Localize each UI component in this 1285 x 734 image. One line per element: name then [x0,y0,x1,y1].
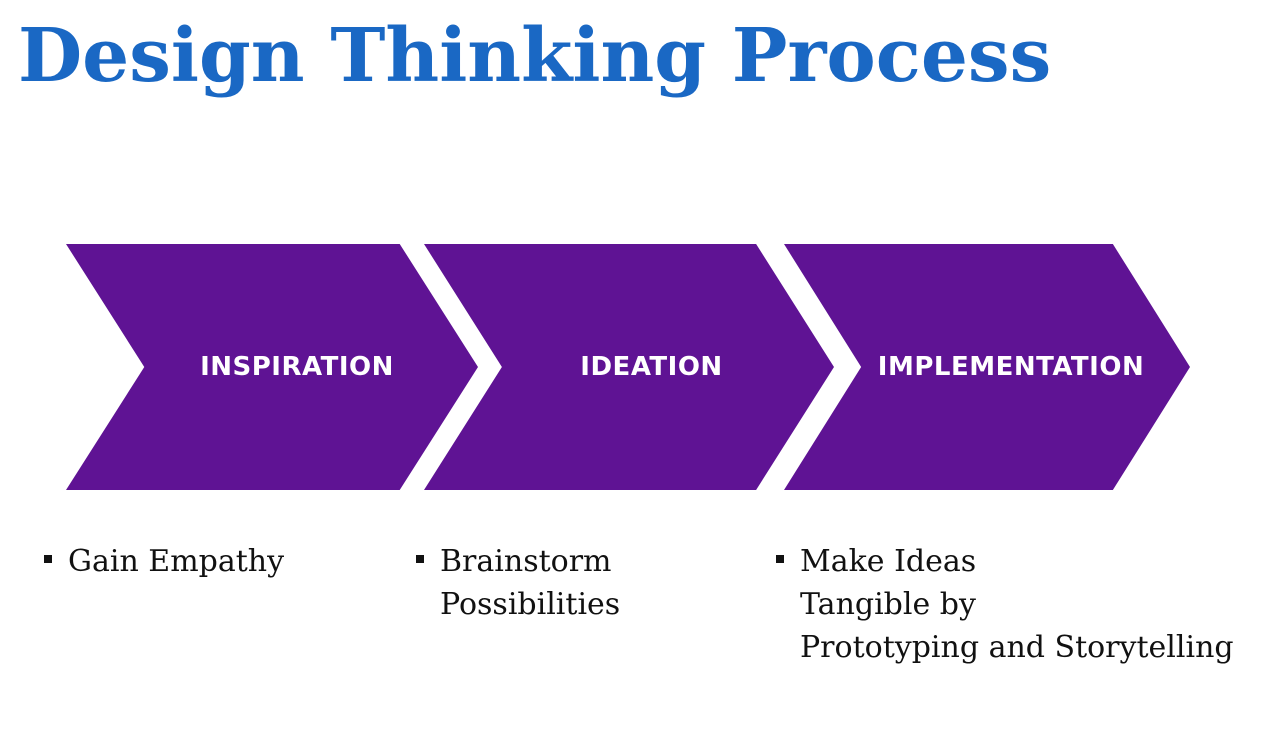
stage-chevron-ideation: IDEATION [424,244,834,490]
stage-chevron-inspiration: INSPIRATION [66,244,478,490]
bullet-text-inspiration: Gain Empathy [68,544,285,579]
page-title: Design Thinking Process [18,13,1052,99]
stage-label-ideation: IDEATION [580,352,723,382]
bullet-item-ideation: Brainstorm Possibilities [416,540,716,626]
stage-label-implementation: IMPLEMENTATION [877,352,1145,382]
square-bullet-icon [416,555,424,563]
square-bullet-icon [44,555,52,563]
bullet-text-ideation: Brainstorm Possibilities [440,544,621,622]
bullet-item-inspiration: Gain Empathy [44,540,364,583]
stage-chevron-implementation: IMPLEMENTATION [784,244,1190,490]
stage-label-inspiration: INSPIRATION [200,352,394,382]
square-bullet-icon [776,555,784,563]
bullet-item-implementation: Make Ideas Tangible by Prototyping and S… [776,540,1281,669]
bullet-text-implementation: Make Ideas Tangible by Prototyping and S… [800,544,1234,665]
